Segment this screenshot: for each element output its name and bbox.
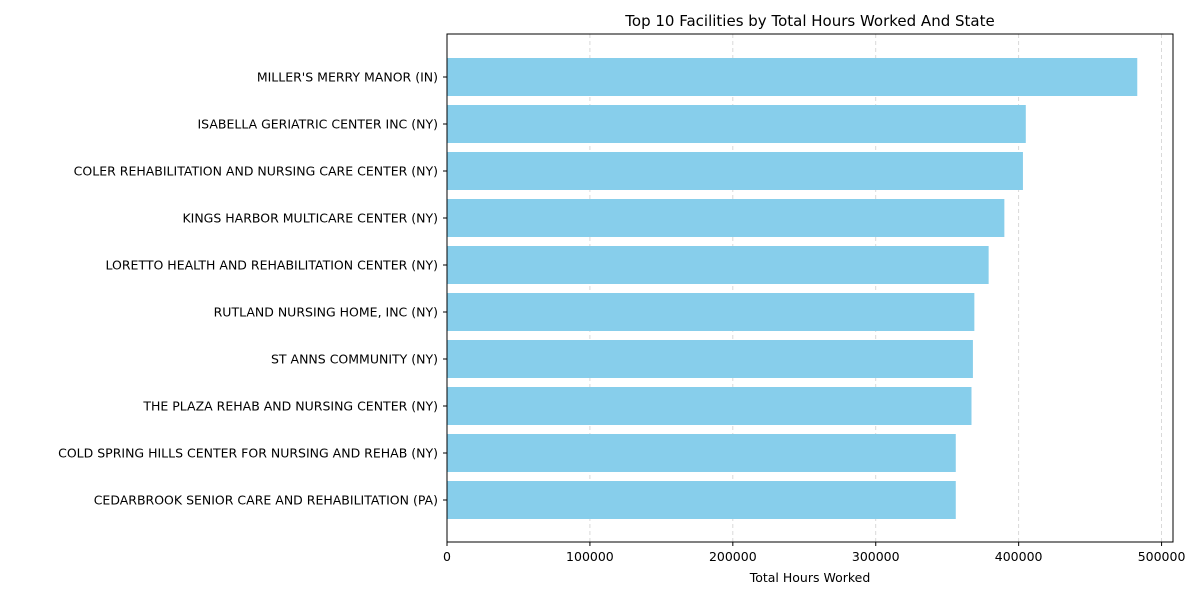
y-tick-label: KINGS HARBOR MULTICARE CENTER (NY) [182,211,438,226]
bar [447,105,1026,143]
x-tick-label: 200000 [709,549,757,564]
bar [447,199,1005,237]
y-tick-label: ST ANNS COMMUNITY (NY) [271,352,438,367]
plot-frame [446,33,1174,543]
y-tick-label: MILLER'S MERRY MANOR (IN) [257,70,438,85]
x-tick-label: 300000 [852,549,900,564]
bar [447,434,956,472]
x-tick-label: 500000 [1138,549,1186,564]
bars-group [447,58,1138,519]
y-tick-label: LORETTO HEALTH AND REHABILITATION CENTER… [106,258,439,273]
bar [447,246,989,284]
bar [447,481,956,519]
bar [447,152,1023,190]
y-tick-label: COLD SPRING HILLS CENTER FOR NURSING AND… [58,446,438,461]
x-tick-label: 100000 [566,549,614,564]
y-tick-label: RUTLAND NURSING HOME, INC (NY) [214,305,438,320]
y-tick-label: CEDARBROOK SENIOR CARE AND REHABILITATIO… [94,493,438,508]
x-tick-label: 0 [443,549,451,564]
bar [447,387,972,425]
y-tick-labels: MILLER'S MERRY MANOR (IN) ISABELLA GERIAT… [58,70,447,508]
y-tick-label: THE PLAZA REHAB AND NURSING CENTER (NY) [142,399,438,414]
bar [447,58,1138,96]
x-tick-label: 400000 [995,549,1043,564]
y-tick-label: COLER REHABILITATION AND NURSING CARE CE… [74,164,438,179]
bar [447,340,973,378]
x-ticks: 0 100000 200000 300000 400000 500000 [443,542,1185,564]
x-axis-label: Total Hours Worked [749,570,871,585]
bar [447,293,975,331]
y-tick-label: ISABELLA GERIATRIC CENTER INC (NY) [197,117,438,132]
chart-title: Top 10 Facilities by Total Hours Worked … [624,12,994,30]
